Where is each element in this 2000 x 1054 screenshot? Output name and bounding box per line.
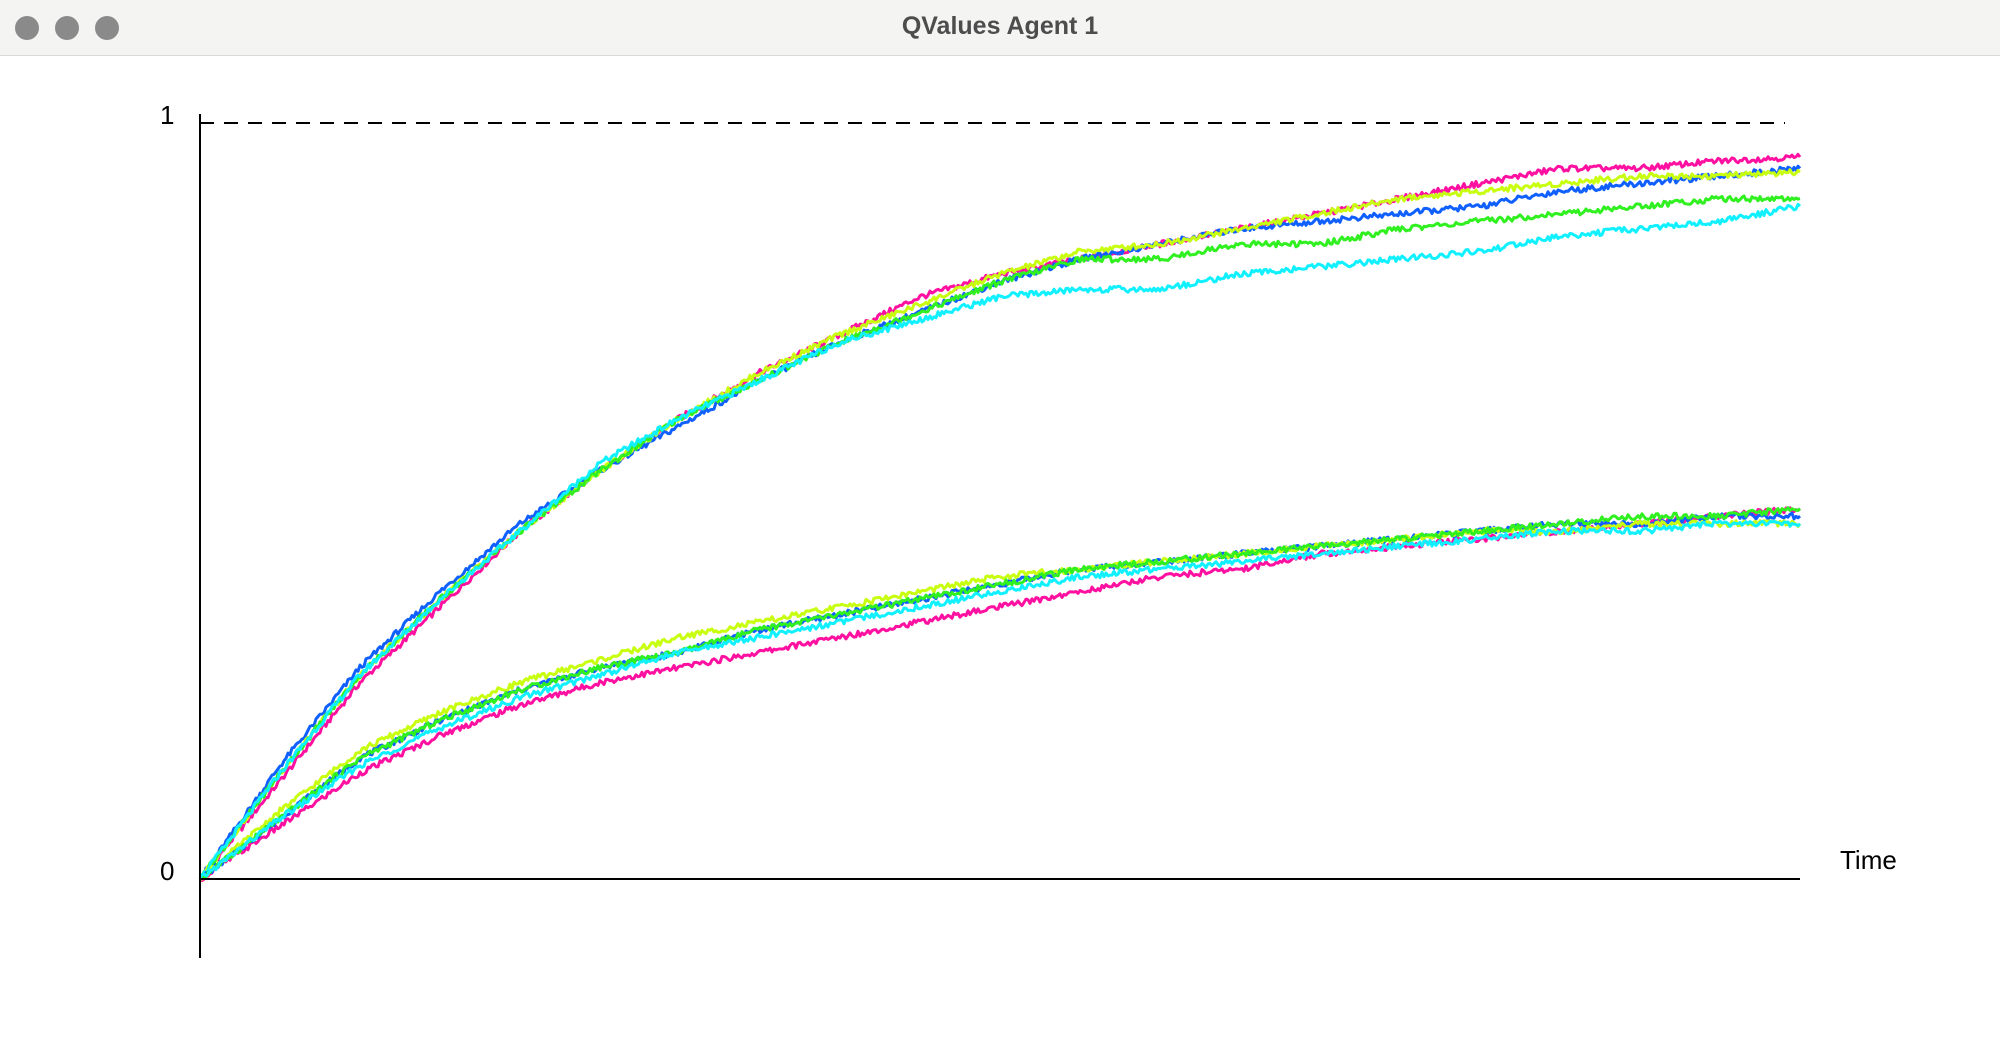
y-tick-label-min: 0 <box>160 856 174 886</box>
minimize-window-button[interactable] <box>55 16 79 40</box>
y-tick-label-max: 1 <box>160 100 174 130</box>
series-line-5 <box>199 202 1802 881</box>
close-window-button[interactable] <box>15 16 39 40</box>
x-axis-label: Time <box>1840 845 1897 875</box>
series-line-10 <box>198 519 1802 880</box>
window-title: QValues Agent 1 <box>901 12 1099 40</box>
title-bar[interactable]: QValues Agent 1 <box>0 0 2000 56</box>
qvalues-line-chart: 1 0 Time <box>160 100 1897 958</box>
series-line-4 <box>198 194 1801 880</box>
series-line-6 <box>199 506 1802 882</box>
zoom-window-button[interactable] <box>95 16 119 40</box>
series-line-7 <box>198 511 1801 880</box>
series-line-8 <box>199 519 1802 881</box>
series-line-9 <box>199 506 1802 881</box>
series-layer <box>198 152 1802 882</box>
chart-area: 1 0 Time <box>0 56 2000 1054</box>
series-line-1 <box>198 152 1802 880</box>
